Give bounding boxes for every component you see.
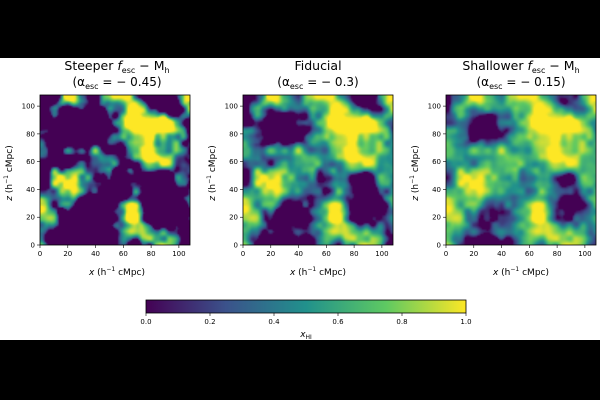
colorbar-tick-label: 1.0: [460, 318, 471, 326]
figure-canvas: Steeper fesc − Mh (αesc = − 0.45) Fiduci…: [3, 58, 597, 340]
axes-frame: [445, 94, 597, 246]
panel-3-xlabel: x (h−1 cMpc): [492, 266, 549, 278]
letterbox-top: [0, 0, 600, 58]
panel-1-subtitle: (αesc = − 0.45): [72, 75, 161, 91]
y-tick-label: 100: [22, 103, 35, 111]
x-tick-label: 0: [38, 250, 42, 258]
y-tick-label: 80: [432, 130, 441, 138]
colorbar-ticks: 0.0 0.2 0.4 0.6 0.8 1.0: [140, 313, 472, 326]
x-tick-label: 20: [266, 250, 275, 258]
x-tick-label: 60: [525, 250, 534, 258]
panel-1-heatmap: 0 20 40 60 80 100 0 20 40 60 80 100: [22, 94, 191, 258]
figure: Steeper fesc − Mh (αesc = − 0.45) Fiduci…: [0, 58, 600, 340]
y-tick-label: 80: [26, 130, 35, 138]
axes-frame: [39, 94, 191, 246]
x-tick-label: 40: [294, 250, 303, 258]
y-tick-label: 60: [26, 158, 35, 166]
y-tick-label: 0: [437, 242, 441, 250]
panel-2-ylabel: z (h−1 cMpc): [206, 145, 218, 201]
x-tick-label: 20: [469, 250, 478, 258]
y-tick-label: 20: [229, 214, 238, 222]
y-tick-label: 100: [225, 103, 238, 111]
panel-2-subtitle: (αesc = − 0.3): [277, 75, 358, 91]
x-tick-label: 100: [172, 250, 185, 258]
colorbar-tick-label: 0.6: [332, 318, 344, 326]
heatmap-image: [243, 95, 393, 245]
x-tick-label: 60: [322, 250, 331, 258]
colorbar-tick-label: 0.8: [396, 318, 407, 326]
x-tick-label: 20: [63, 250, 72, 258]
x-tick-label: 0: [241, 250, 245, 258]
panel-2-title: Fiducial: [294, 58, 341, 73]
panel-2-heatmap: 0 20 40 60 80 100 0 20 40 60 80 100: [225, 94, 394, 258]
x-tick-label: 100: [578, 250, 591, 258]
x-tick-label: 60: [119, 250, 128, 258]
y-tick-label: 20: [26, 214, 35, 222]
y-tick-label: 20: [432, 214, 441, 222]
y-tick-label: 0: [31, 242, 35, 250]
y-tick-label: 60: [432, 158, 441, 166]
y-tick-label: 100: [428, 103, 441, 111]
panel-3-ylabel: z (h−1 cMpc): [409, 145, 421, 201]
y-tick-label: 60: [229, 158, 238, 166]
y-tick-label: 40: [432, 186, 441, 194]
x-tick-label: 40: [91, 250, 100, 258]
y-tick-label: 80: [229, 130, 238, 138]
panel-2-xlabel: x (h−1 cMpc): [289, 266, 346, 278]
colorbar-tick-label: 0.4: [268, 318, 280, 326]
heatmap-image: [40, 95, 190, 245]
panel-1-xlabel: x (h−1 cMpc): [88, 266, 145, 278]
colorbar-tick-label: 0.0: [140, 318, 151, 326]
x-tick-label: 40: [497, 250, 506, 258]
panel-1-ylabel: z (h−1 cMpc): [3, 145, 15, 201]
x-tick-label: 0: [444, 250, 448, 258]
y-tick-label: 0: [234, 242, 238, 250]
colorbar-label: xHI: [299, 330, 312, 340]
colorbar: [145, 299, 467, 314]
panel-1-title: Steeper fesc − Mh: [64, 58, 169, 75]
panel-3-heatmap: 0 20 40 60 80 100 0 20 40 60 80 100: [428, 94, 597, 258]
x-tick-label: 80: [350, 250, 359, 258]
letterbox-bottom: [0, 340, 600, 400]
axes-frame: [242, 94, 394, 246]
x-tick-label: 80: [553, 250, 562, 258]
y-tick-label: 40: [229, 186, 238, 194]
heatmap-image: [446, 95, 596, 245]
x-tick-label: 80: [147, 250, 156, 258]
colorbar-tick-label: 0.2: [204, 318, 215, 326]
panel-3-title: Shallower fesc − Mh: [462, 58, 579, 75]
y-tick-label: 40: [26, 186, 35, 194]
panel-3-subtitle: (αesc = − 0.15): [476, 75, 565, 91]
x-tick-label: 100: [375, 250, 388, 258]
